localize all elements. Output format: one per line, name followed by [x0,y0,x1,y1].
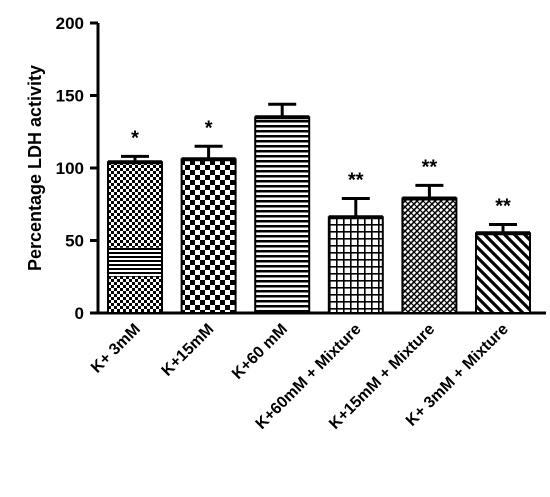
category-labels: K+ 3mM K+15mM K+60 mMK+60mM + MixtureK+15m… [88,321,512,433]
bar [254,116,311,314]
significance-mark: ** [495,196,511,218]
significance-mark: * [131,127,139,149]
y-tick-label: 200 [56,14,84,33]
bar [401,197,458,314]
y-tick-label: 50 [65,232,84,251]
category-label: K+ 3mM [88,321,144,377]
bars [107,115,531,314]
bar [475,232,531,314]
significance-mark: ** [422,156,438,178]
significance-mark: * [205,117,213,139]
y-axis-label: Percentage LDH activity [25,65,45,271]
bar [108,162,162,313]
bar [180,158,237,314]
y-ticks: 0 50 100 150 200 [56,14,98,323]
bar-band [108,247,162,277]
y-tick-label: 100 [56,159,84,178]
error-bars [121,102,517,234]
significance-marks: * ******* [131,117,511,217]
y-tick-label: 150 [56,87,84,106]
bar [327,216,384,314]
category-label: K+15mM [159,321,218,380]
y-tick-label: 0 [75,304,84,323]
category-label: K+60 mM [229,321,291,383]
significance-mark: ** [348,169,364,191]
